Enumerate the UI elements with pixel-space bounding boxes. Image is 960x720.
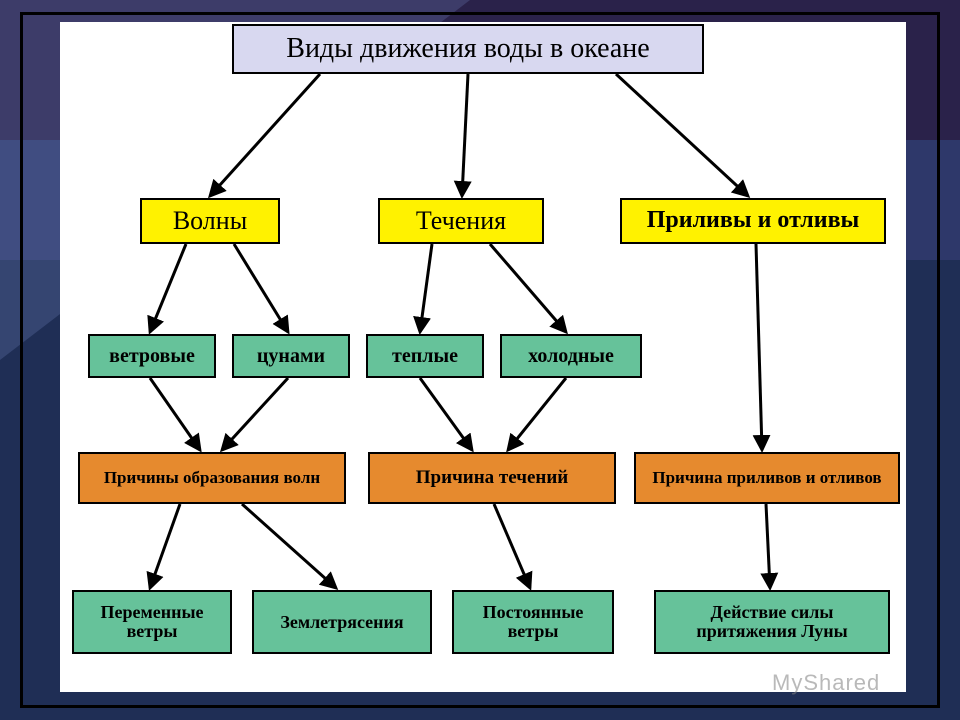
node-tsunami: цунами (232, 334, 350, 378)
node-warm: теплые (366, 334, 484, 378)
node-wind_waves: ветровые (88, 334, 216, 378)
node-cause_currents: Причина течений (368, 452, 616, 504)
node-const_winds: Постоянные ветры (452, 590, 614, 654)
node-currents: Течения (378, 198, 544, 244)
node-cause_tides: Причина приливов и отливов (634, 452, 900, 504)
node-tides: Приливы и отливы (620, 198, 886, 244)
node-cold: холодные (500, 334, 642, 378)
node-title: Виды движения воды в океане (232, 24, 704, 74)
watermark: MyShared (772, 670, 880, 696)
node-var_winds: Переменные ветры (72, 590, 232, 654)
diagram-stage: Виды движения воды в океане Волны Течения П… (0, 0, 960, 720)
node-earthquakes: Землетрясения (252, 590, 432, 654)
node-waves: Волны (140, 198, 280, 244)
node-moon: Действие силы притяжения Луны (654, 590, 890, 654)
node-cause_waves: Причины образования волн (78, 452, 346, 504)
